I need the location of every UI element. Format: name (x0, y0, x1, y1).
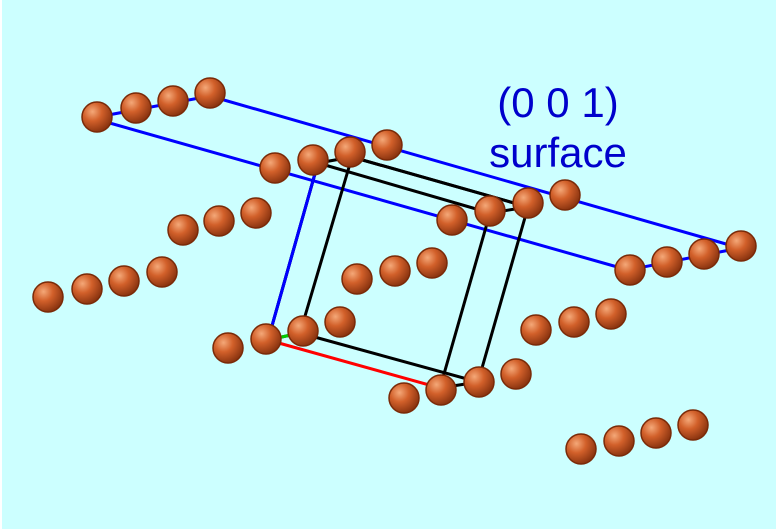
surface-label: (0 0 1) surface (458, 78, 658, 178)
plane-name-text: surface (489, 129, 627, 176)
atom (436, 204, 468, 236)
atom (565, 433, 597, 465)
atom (677, 409, 709, 441)
atom (388, 382, 420, 414)
atom (416, 247, 448, 279)
atom (603, 425, 635, 457)
atom (520, 314, 552, 346)
atom (287, 315, 319, 347)
atom (500, 358, 532, 390)
atom (371, 129, 403, 161)
atom (167, 214, 199, 246)
atom (474, 195, 506, 227)
atom (549, 179, 581, 211)
atom (203, 205, 235, 237)
atom (379, 255, 411, 287)
atom (324, 306, 356, 338)
atom (194, 77, 226, 109)
atom (640, 417, 672, 449)
atom (32, 281, 64, 313)
axis-c-line (266, 162, 320, 341)
miller-index-text: (0 0 1) (497, 79, 619, 126)
atom (81, 101, 113, 133)
atom (120, 92, 152, 124)
atom (334, 136, 366, 168)
atom (212, 332, 244, 364)
atom (297, 144, 329, 176)
atom (108, 265, 140, 297)
atom (688, 238, 720, 270)
atom (157, 85, 189, 117)
atom (558, 306, 590, 338)
atom (259, 152, 291, 184)
atom (595, 298, 627, 330)
atom-layer (32, 77, 757, 465)
atom (512, 187, 544, 219)
atom (146, 256, 178, 288)
atom (240, 197, 272, 229)
atom (250, 323, 282, 355)
atom (614, 254, 646, 286)
atom (463, 366, 495, 398)
atom (651, 246, 683, 278)
atom (725, 230, 757, 262)
atom (71, 273, 103, 305)
unit-cell-edge-front-right (438, 212, 492, 389)
axis-a-line (267, 338, 441, 390)
atom (425, 374, 457, 406)
atom (341, 263, 373, 295)
